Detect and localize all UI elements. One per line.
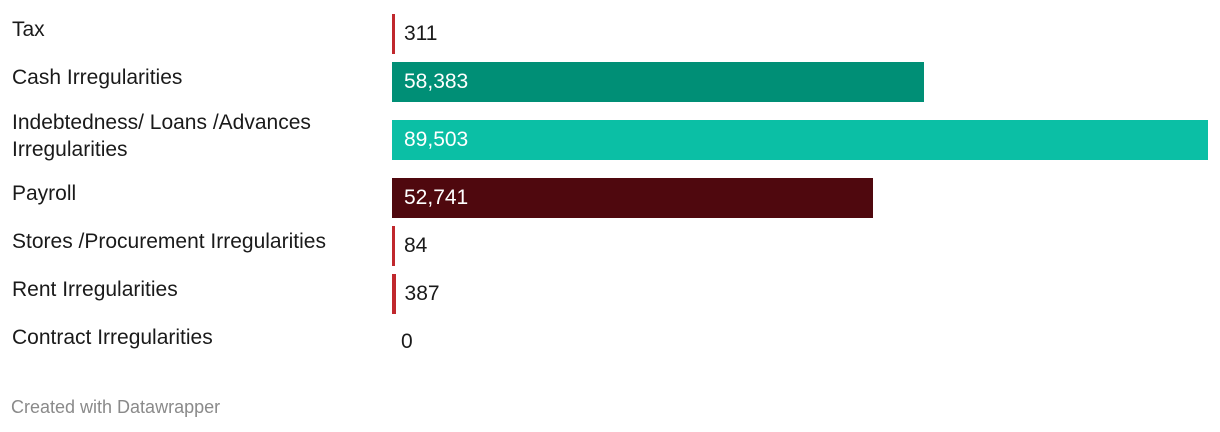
category-label: Contract Irregularities [12, 326, 213, 349]
bar-row: Stores /Procurement Irregularities 84 [0, 222, 1220, 270]
category-label: Stores /Procurement Irregularities [12, 230, 326, 253]
datawrapper-credit: Created with Datawrapper [11, 397, 221, 417]
value-label: 89,503 [404, 128, 469, 151]
bar-row: Rent Irregularities 387 [0, 270, 1220, 318]
bar [392, 62, 925, 102]
bar-row: Cash Irregularities 58,383 [0, 58, 1220, 106]
bar-row: Indebtedness/ Loans /Advances Irregulari… [0, 106, 1220, 174]
value-label: 52,741 [404, 186, 469, 209]
bar-chart: Tax 311 Cash Irregularities 58,383 Indebtedn… [0, 10, 1220, 366]
category-label: Indebtedness/ Loans /Advances Irregulari… [12, 111, 311, 161]
category-label: Rent Irregularities [12, 278, 178, 301]
value-label: 84 [404, 234, 428, 257]
bar [392, 14, 395, 54]
category-label: Payroll [12, 182, 77, 205]
bar [392, 120, 1208, 160]
bar [392, 274, 396, 314]
value-label: 0 [401, 330, 413, 353]
bar-row: Payroll 52,741 [0, 174, 1220, 222]
category-label: Tax [12, 18, 45, 41]
bar [392, 178, 873, 218]
value-label: 58,383 [404, 70, 469, 93]
value-label: 387 [404, 282, 440, 305]
category-label: Cash Irregularities [12, 66, 183, 89]
bar-row: Tax 311 [0, 10, 1220, 58]
bar [392, 226, 395, 266]
value-label: 311 [404, 22, 438, 45]
bar-row: Contract Irregularities 0 [0, 318, 1220, 366]
